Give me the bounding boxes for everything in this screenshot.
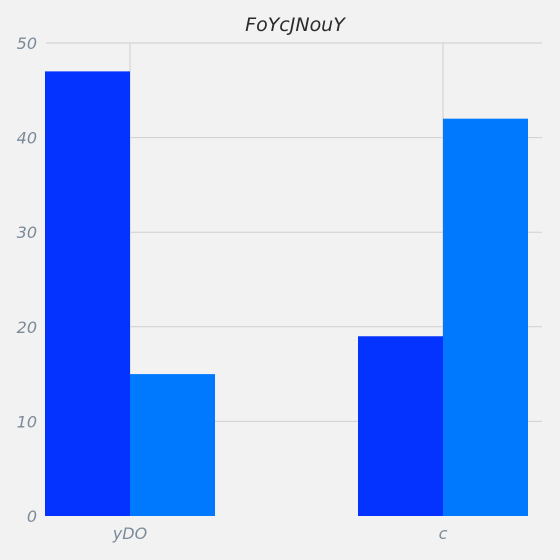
bar-series-1-yDO xyxy=(45,71,130,516)
x-tick-label: yDO xyxy=(112,524,147,543)
y-tick-label: 40 xyxy=(17,129,37,148)
chart-title: FoYcJNouY xyxy=(245,14,346,36)
y-tick-label: 0 xyxy=(27,507,37,526)
bars-layer xyxy=(45,71,528,517)
bar-series-2-c xyxy=(443,118,528,517)
y-tick-label: 20 xyxy=(17,318,37,337)
y-tick-label: 50 xyxy=(17,34,37,53)
y-tick-label: 10 xyxy=(17,412,37,431)
y-tick-labels: 0 10 20 30 40 50 xyxy=(17,34,37,526)
bar-series-2-yDO xyxy=(130,374,215,516)
x-tick-label: c xyxy=(439,524,448,543)
bar-series-1-c xyxy=(358,336,443,516)
x-tick-labels: yDO c xyxy=(112,524,448,543)
y-tick-label: 30 xyxy=(17,223,37,242)
